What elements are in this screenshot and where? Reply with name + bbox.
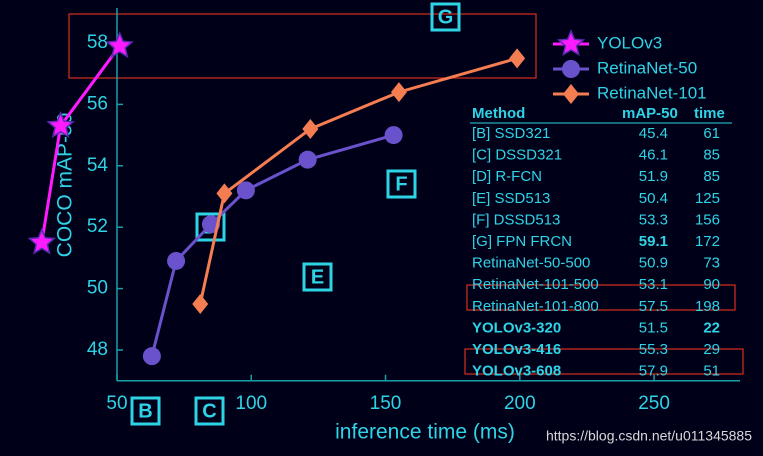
y-tick-label: 48 (87, 339, 108, 360)
annotation-box (130, 396, 161, 426)
series-line (150, 133, 394, 357)
annotation: E (311, 266, 324, 288)
table-cell: 57.9 (639, 363, 668, 380)
table-cell: 198 (695, 298, 720, 315)
legend-label: YOLOv3 (597, 33, 662, 52)
table-header: Method (472, 105, 525, 122)
table-cell: 53.1 (639, 276, 668, 293)
diamond-marker (192, 293, 209, 314)
table-cell: 22 (703, 319, 720, 336)
diamond-marker (390, 82, 407, 103)
annotation: C (202, 400, 216, 422)
watermark: https://blog.csdn.net/u011345885 (546, 428, 752, 444)
annotation: G (438, 6, 454, 28)
table-cell: 156 (695, 211, 720, 228)
x-tick-label: 200 (504, 393, 536, 414)
star-marker (46, 110, 75, 138)
table-cell: [B] SSD321 (472, 125, 550, 142)
table-cell: 51.9 (639, 168, 668, 185)
table-cell: 61 (703, 125, 720, 142)
table-cell: RetinaNet-50-500 (472, 255, 590, 272)
table-cell: 85 (703, 147, 720, 164)
table-cell: 45.4 (639, 125, 668, 142)
x-tick-label: 50 (106, 393, 127, 414)
diamond-marker (509, 48, 526, 69)
annotation-box (194, 396, 225, 426)
table-cell: YOLOv3-416 (472, 341, 561, 358)
table-cell: 50.9 (639, 255, 668, 272)
table-cell: 172 (695, 233, 720, 250)
x-tick-label: 250 (638, 393, 670, 414)
table-cell: YOLOv3-608 (472, 363, 561, 380)
annotation: B (138, 400, 152, 422)
circle-marker (298, 150, 317, 169)
table-cell: 46.1 (639, 147, 668, 164)
highlight-box (464, 348, 744, 375)
table-cell: 59.1 (639, 233, 668, 250)
table-cell: [D] R-FCN (472, 168, 542, 185)
table-cell: RetinaNet-101-800 (472, 298, 599, 315)
circle-marker (167, 251, 186, 270)
annotation: F (395, 173, 407, 195)
annotation-box (386, 169, 417, 199)
table-cell: [G] FPN FRCN (472, 233, 572, 250)
table-cell: 73 (703, 255, 720, 272)
table-cell: 53.3 (639, 211, 668, 228)
circle-marker (236, 181, 255, 200)
table-cell: 51.5 (639, 319, 668, 336)
y-tick-label: 52 (87, 216, 108, 237)
table-cell: 125 (695, 190, 720, 207)
annotation-box (302, 262, 333, 292)
table-cell: [C] DSSD321 (472, 147, 562, 164)
table-cell: [E] SSD513 (472, 190, 550, 207)
legend-label: RetinaNet-50 (597, 58, 697, 77)
star-marker (556, 29, 586, 57)
table-header: mAP-50 (622, 105, 678, 122)
circle-marker (142, 347, 161, 366)
y-axis-label: COCO mAP-50 (54, 113, 77, 258)
table-cell: 50.4 (639, 190, 668, 207)
table-cell: [F] DSSD513 (472, 211, 560, 228)
table-header: time (694, 105, 725, 122)
table-cell: 51 (703, 363, 720, 380)
annotation-box (430, 2, 461, 32)
table-cell: YOLOv3-320 (472, 319, 561, 336)
y-tick-label: 58 (87, 32, 108, 53)
table-cell: 85 (703, 168, 720, 185)
table-cell: 55.3 (639, 341, 668, 358)
table-cell: RetinaNet-101-500 (472, 276, 599, 293)
x-tick-label: 150 (370, 393, 402, 414)
highlight-box (466, 284, 736, 311)
y-tick-label: 56 (87, 93, 108, 114)
annotation-box (195, 212, 226, 242)
star-marker (27, 227, 57, 255)
annotation-boxes (130, 2, 461, 426)
star-marker (105, 31, 134, 59)
circle-marker (384, 126, 403, 145)
highlight-box (68, 13, 537, 79)
circle-marker (562, 60, 580, 78)
legend-label: RetinaNet-101 (597, 83, 707, 102)
diamond-marker (563, 84, 579, 104)
x-tick-label: 100 (235, 393, 267, 414)
table-cell: 90 (703, 276, 720, 293)
table-cell: 57.5 (639, 298, 668, 315)
y-tick-label: 50 (87, 278, 108, 299)
x-axis-label: inference time (ms) (335, 421, 515, 444)
diamond-marker (302, 118, 319, 139)
y-tick-label: 54 (87, 155, 109, 176)
diamond-marker (216, 183, 233, 204)
table-cell: 29 (703, 341, 720, 358)
